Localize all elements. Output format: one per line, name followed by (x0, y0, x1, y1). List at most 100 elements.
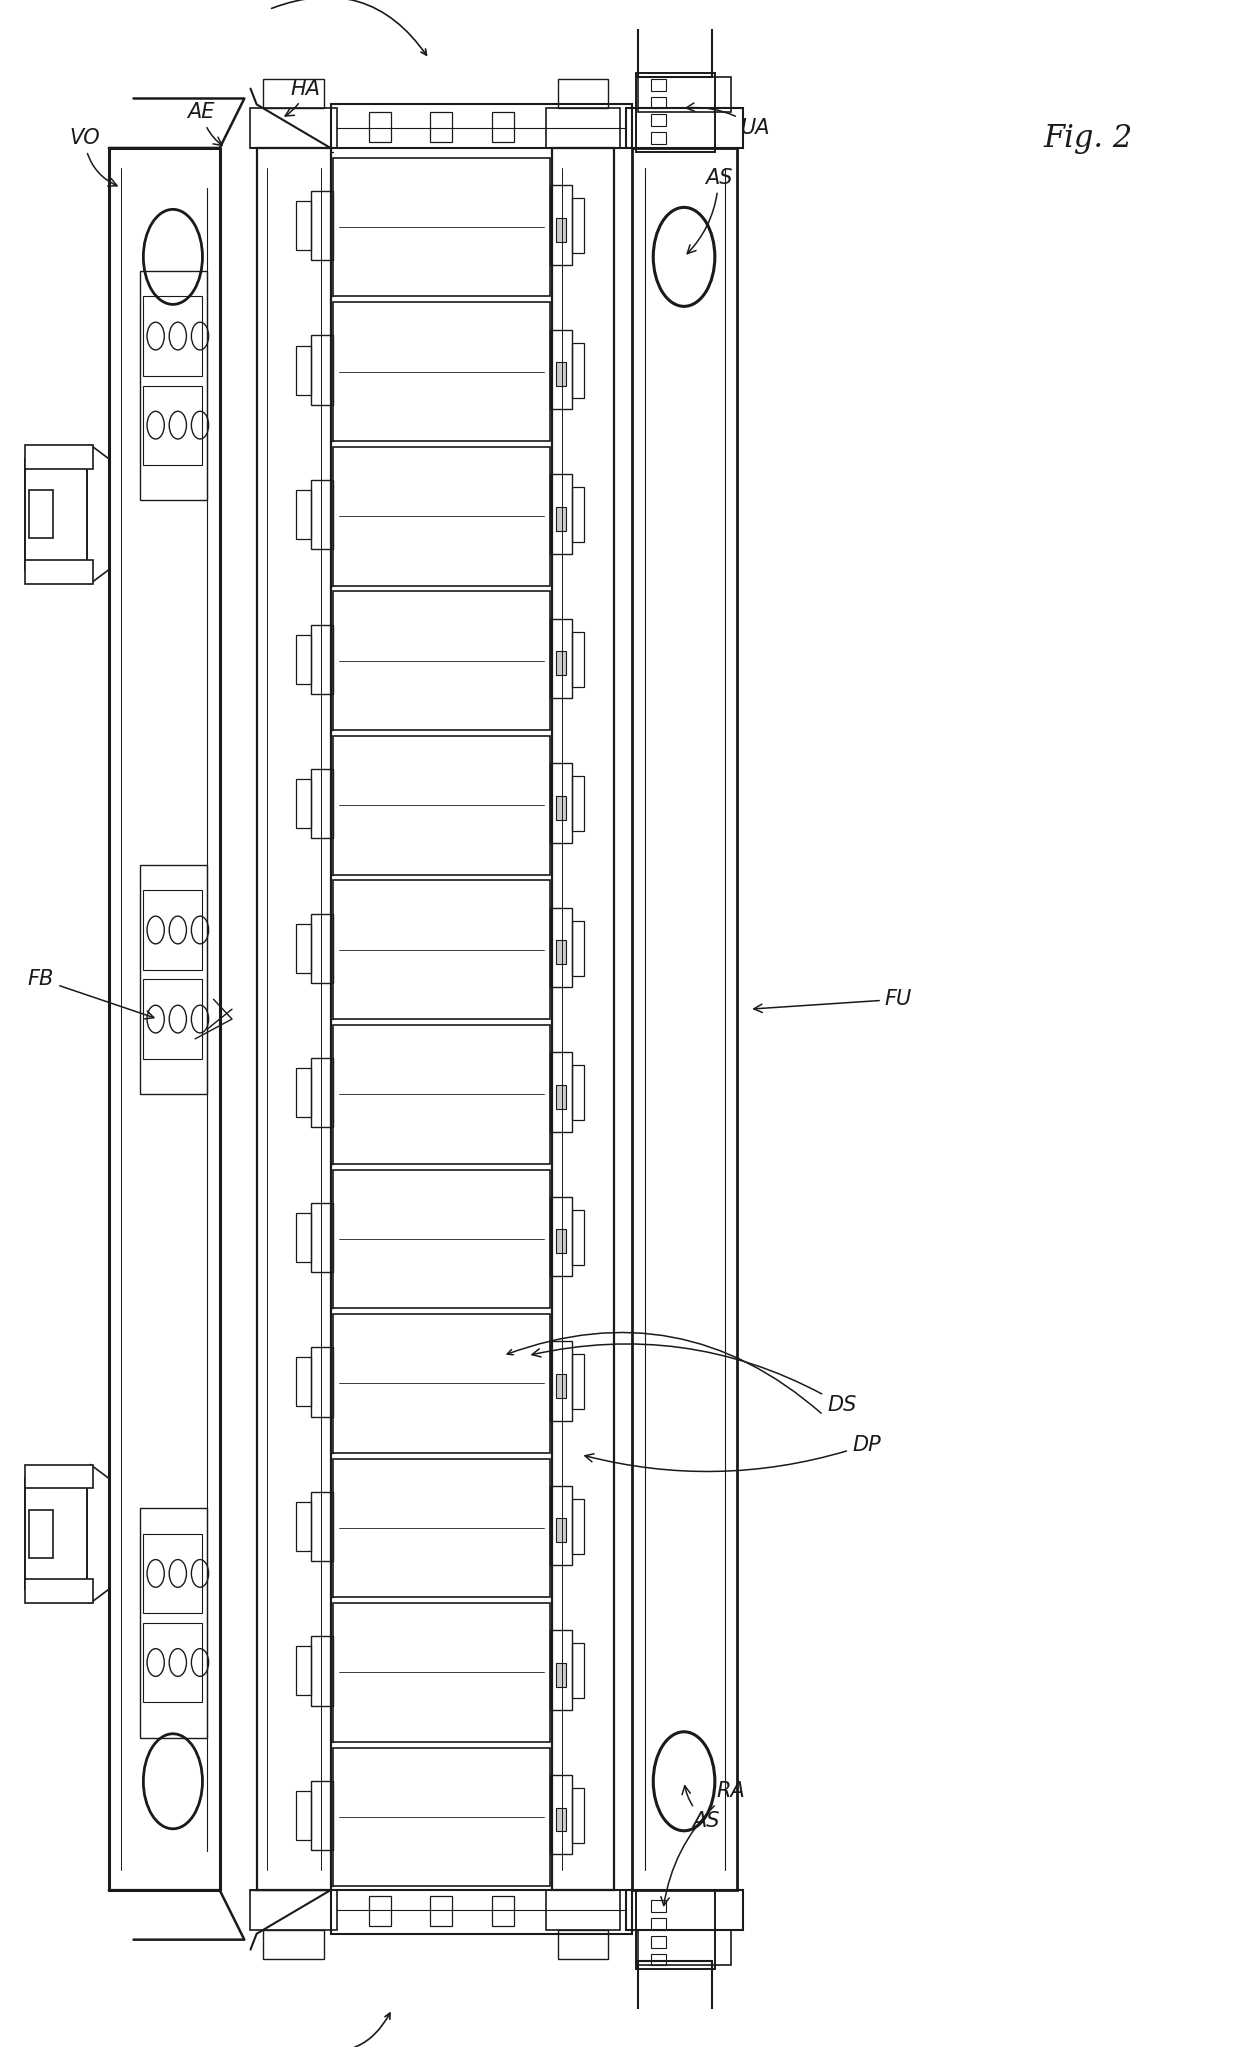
Bar (144, 1533, 202, 1613)
Bar (331, 104, 632, 147)
Bar (651, 2031, 701, 2047)
Bar (296, 201, 311, 250)
Bar (296, 1212, 311, 1261)
Bar (29, 491, 53, 538)
Bar (556, 362, 565, 387)
Bar (311, 1058, 334, 1128)
Text: VO: VO (69, 129, 117, 186)
Bar (556, 1374, 565, 1398)
Bar (572, 342, 584, 397)
Bar (549, 618, 572, 698)
Bar (25, 459, 87, 569)
Bar (556, 508, 565, 530)
Bar (368, 113, 391, 141)
Bar (334, 158, 549, 297)
Bar (572, 633, 584, 686)
Bar (334, 1026, 549, 1163)
Bar (25, 559, 93, 583)
Bar (556, 796, 565, 819)
Bar (549, 475, 572, 553)
Bar (572, 1787, 584, 1842)
Bar (296, 1646, 311, 1695)
Bar (144, 978, 202, 1058)
Bar (334, 1460, 549, 1597)
Bar (144, 385, 202, 465)
Bar (430, 113, 453, 141)
Bar (29, 1511, 53, 1558)
Bar (572, 1064, 584, 1120)
Bar (492, 1896, 515, 1926)
Text: FU: FU (754, 989, 913, 1013)
Text: HA: HA (285, 78, 321, 117)
Bar (558, 1930, 608, 1959)
Bar (636, 1889, 714, 1969)
Bar (572, 199, 584, 254)
Bar (572, 487, 584, 542)
Text: UA: UA (686, 102, 770, 139)
Bar (572, 1498, 584, 1554)
Bar (311, 1492, 334, 1562)
Bar (311, 1204, 334, 1271)
Bar (334, 737, 549, 874)
Bar (651, 0, 701, 8)
Bar (556, 1085, 565, 1109)
Bar (311, 624, 334, 694)
Bar (311, 479, 334, 549)
Bar (549, 1052, 572, 1132)
Bar (144, 297, 202, 377)
Bar (334, 880, 549, 1019)
Text: FB: FB (29, 970, 154, 1019)
Bar (639, 1961, 712, 2031)
Bar (546, 1889, 620, 1930)
Bar (651, 78, 666, 90)
Bar (296, 1502, 311, 1552)
Bar (311, 1347, 334, 1417)
Bar (492, 113, 515, 141)
Bar (549, 907, 572, 987)
Bar (334, 303, 549, 440)
Bar (334, 1314, 549, 1453)
Bar (556, 1808, 565, 1832)
Bar (430, 1896, 453, 1926)
Text: AS: AS (687, 168, 733, 254)
Bar (549, 1629, 572, 1709)
Bar (639, 76, 730, 113)
Bar (296, 780, 311, 829)
Bar (144, 890, 202, 970)
Bar (296, 489, 311, 538)
Text: AS: AS (682, 1785, 720, 1830)
Text: Fig. 2: Fig. 2 (1043, 123, 1132, 154)
Bar (549, 330, 572, 409)
Bar (296, 1791, 311, 1840)
Bar (140, 864, 207, 1095)
Bar (140, 270, 207, 499)
Bar (651, 1918, 666, 1930)
Bar (549, 764, 572, 843)
Text: DS: DS (532, 1345, 857, 1414)
Bar (368, 1896, 391, 1926)
Bar (334, 446, 549, 585)
Bar (311, 770, 334, 839)
Bar (334, 1748, 549, 1885)
Bar (651, 1900, 666, 1912)
Bar (25, 1580, 93, 1603)
Bar (263, 1930, 325, 1959)
Bar (296, 1357, 311, 1406)
Bar (651, 1936, 666, 1947)
Bar (311, 336, 334, 405)
Text: AE: AE (187, 102, 222, 145)
Bar (556, 651, 565, 676)
Bar (296, 923, 311, 972)
Bar (263, 78, 325, 108)
Bar (296, 635, 311, 684)
Bar (311, 190, 334, 260)
Bar (331, 1889, 632, 1934)
Bar (572, 1644, 584, 1699)
Bar (632, 147, 737, 1889)
Bar (626, 1889, 743, 1930)
Bar (296, 1069, 311, 1118)
Bar (250, 1889, 337, 1930)
Bar (639, 1930, 730, 1965)
Bar (556, 1662, 565, 1687)
Bar (572, 1210, 584, 1265)
